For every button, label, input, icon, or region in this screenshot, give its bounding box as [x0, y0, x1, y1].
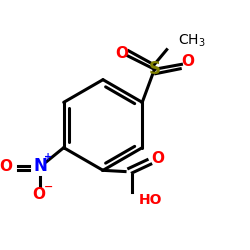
Text: O: O	[0, 158, 13, 174]
Text: CH$_3$: CH$_3$	[178, 33, 206, 49]
Text: O: O	[181, 54, 194, 70]
Text: O: O	[115, 46, 128, 61]
Text: −: −	[44, 182, 53, 192]
Text: O: O	[151, 150, 164, 166]
Text: HO: HO	[138, 193, 162, 207]
Text: N: N	[34, 157, 47, 175]
Text: +: +	[44, 152, 52, 162]
Text: S: S	[148, 60, 160, 78]
Text: O: O	[33, 187, 46, 202]
